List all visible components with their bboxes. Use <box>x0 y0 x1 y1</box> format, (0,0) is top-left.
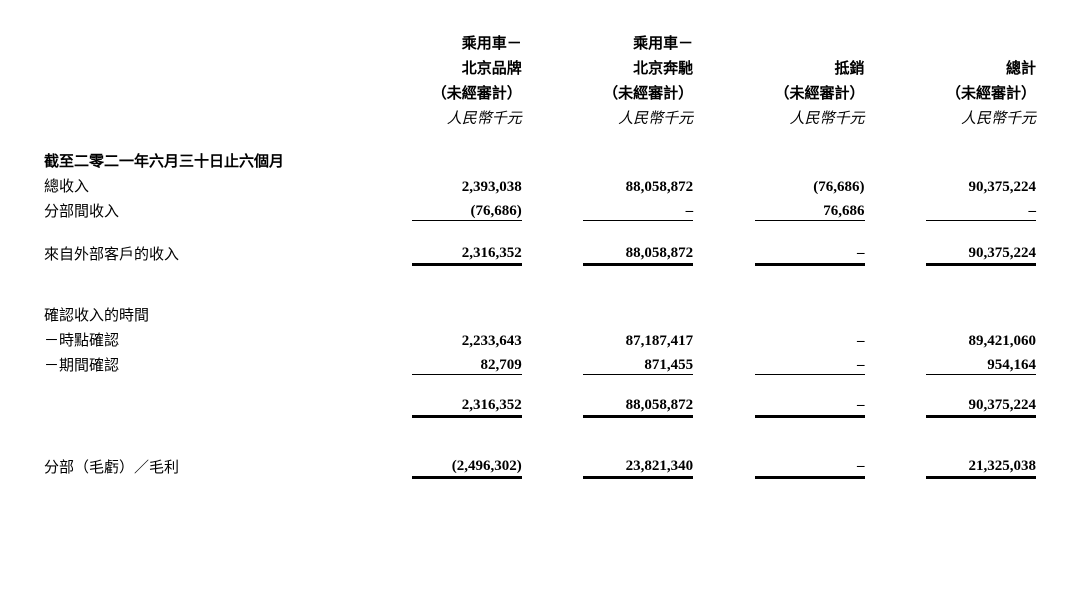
val-intersegment-c2: – <box>583 203 693 221</box>
val-total-revenue-c3: (76,686) <box>813 179 864 195</box>
period-title: 截至二零二一年六月三十日止六個月 <box>40 148 354 173</box>
header-row-3: （未經審計） （未經審計） （未經審計） （未經審計） <box>40 80 1040 105</box>
val-sub-c3: – <box>755 397 865 416</box>
val-intersegment-c3: 76,686 <box>755 203 865 221</box>
col2-unit: 人民幣千元 <box>618 111 693 127</box>
row-gross: 分部（毛虧）／毛利 (2,496,302) 23,821,340 – 21,32… <box>40 454 1040 479</box>
label-intersegment: 分部間收入 <box>40 198 354 223</box>
header-row-1: 乘用車－ 乘用車－ <box>40 30 1040 55</box>
row-total-revenue: 總收入 2,393,038 88,058,872 (76,686) 90,375… <box>40 173 1040 198</box>
row-external: 來自外部客戶的收入 2,316,352 88,058,872 – 90,375,… <box>40 241 1040 266</box>
val-total-revenue-c2: 88,058,872 <box>626 179 694 195</box>
col3-line2: 抵銷 <box>835 61 865 77</box>
val-pit-c1: 2,233,643 <box>462 333 522 349</box>
col2-line2: 北京奔馳 <box>633 61 693 77</box>
row-subtotal: 2,316,352 88,058,872 – 90,375,224 <box>40 395 1040 418</box>
label-total-revenue: 總收入 <box>40 173 354 198</box>
val-ot-c3: – <box>755 357 865 375</box>
val-sub-c4: 90,375,224 <box>926 397 1036 416</box>
val-ot-c1: 82,709 <box>412 357 522 375</box>
val-sub-c2: 88,058,872 <box>583 397 693 416</box>
val-pit-c4: 89,421,060 <box>969 333 1037 349</box>
val-intersegment-c1: (76,686) <box>412 203 522 221</box>
val-sub-c1: 2,316,352 <box>412 397 522 416</box>
val-ot-c2: 871,455 <box>583 357 693 375</box>
col3-unit: 人民幣千元 <box>790 111 865 127</box>
col1-unit: 人民幣千元 <box>447 111 522 127</box>
val-intersegment-c4: – <box>926 203 1036 221</box>
col4-unit: 人民幣千元 <box>961 111 1036 127</box>
val-external-c3: – <box>755 245 865 264</box>
val-total-revenue-c4: 90,375,224 <box>969 179 1037 195</box>
col1-line1: 乘用車－ <box>462 36 522 52</box>
header-row-2: 北京品牌 北京奔馳 抵銷 總計 <box>40 55 1040 80</box>
val-pit-c2: 87,187,417 <box>626 333 694 349</box>
row-intersegment: 分部間收入 (76,686) – 76,686 – <box>40 198 1040 223</box>
val-pit-c3: – <box>857 333 865 349</box>
row-over-time: －期間確認 82,709 871,455 – 954,164 <box>40 352 1040 377</box>
row-timing-title: 確認收入的時間 <box>40 302 1040 327</box>
val-gross-c4: 21,325,038 <box>926 458 1036 477</box>
col1-line2: 北京品牌 <box>462 61 522 77</box>
col2-line1: 乘用車－ <box>633 36 693 52</box>
val-external-c1: 2,316,352 <box>412 245 522 264</box>
val-external-c4: 90,375,224 <box>926 245 1036 264</box>
label-subtotal <box>40 395 354 418</box>
val-ot-c4: 954,164 <box>926 357 1036 375</box>
val-external-c2: 88,058,872 <box>583 245 693 264</box>
label-point-in-time: －時點確認 <box>40 327 354 352</box>
col3-line3: （未經審計） <box>775 86 865 102</box>
val-gross-c1: (2,496,302) <box>412 458 522 477</box>
label-timing-title: 確認收入的時間 <box>40 302 354 327</box>
label-over-time: －期間確認 <box>40 352 354 377</box>
label-external: 來自外部客戶的收入 <box>40 241 354 266</box>
col2-line3: （未經審計） <box>603 86 693 102</box>
col4-line2: 總計 <box>1006 61 1036 77</box>
col4-line3: （未經審計） <box>946 86 1036 102</box>
val-gross-c2: 23,821,340 <box>583 458 693 477</box>
val-gross-c3: – <box>755 458 865 477</box>
period-title-row: 截至二零二一年六月三十日止六個月 <box>40 148 1040 173</box>
val-total-revenue-c1: 2,393,038 <box>462 179 522 195</box>
col1-line3: （未經審計） <box>432 86 522 102</box>
label-gross: 分部（毛虧）／毛利 <box>40 454 354 479</box>
header-row-unit: 人民幣千元 人民幣千元 人民幣千元 人民幣千元 <box>40 105 1040 130</box>
row-point-in-time: －時點確認 2,233,643 87,187,417 – 89,421,060 <box>40 327 1040 352</box>
financial-segment-table: 乘用車－ 乘用車－ 北京品牌 北京奔馳 抵銷 總計 （未經審計） （未經審計） … <box>40 30 1040 479</box>
